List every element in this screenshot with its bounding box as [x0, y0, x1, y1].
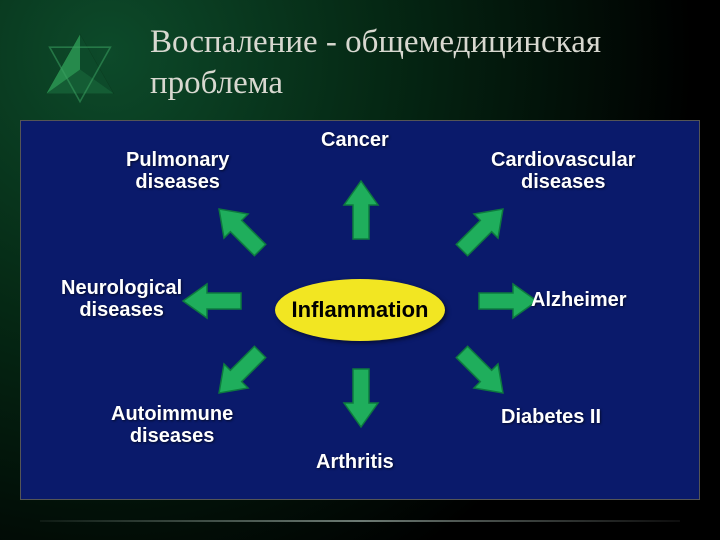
spoke-label-0: Cancer [321, 129, 389, 151]
center-label: Inflammation [292, 297, 429, 323]
inflammation-diagram: Inflammation Cancer Cardiovasculardisease… [20, 120, 700, 500]
arrow-5 [207, 340, 272, 405]
arrow-2 [479, 284, 537, 318]
arrow-6 [183, 284, 241, 318]
slide-title: Воспаление - общемедицинская проблема [150, 22, 720, 105]
arrow-0 [344, 181, 378, 239]
spoke-label-4: Arthritis [316, 451, 394, 473]
slide-bullet-icon [40, 28, 120, 108]
arrow-1 [450, 197, 515, 262]
arrow-4 [344, 369, 378, 427]
spoke-label-6: Neurologicaldiseases [61, 277, 182, 321]
arrow-3 [450, 340, 515, 405]
spoke-label-3: Diabetes II [501, 406, 601, 428]
footer-divider [40, 520, 680, 522]
spoke-label-2: Alzheimer [531, 289, 627, 311]
center-node: Inflammation [275, 279, 445, 341]
arrow-7 [207, 197, 272, 262]
spoke-label-1: Cardiovasculardiseases [491, 149, 636, 193]
spoke-label-7: Pulmonarydiseases [126, 149, 229, 193]
spoke-label-5: Autoimmunediseases [111, 403, 233, 447]
